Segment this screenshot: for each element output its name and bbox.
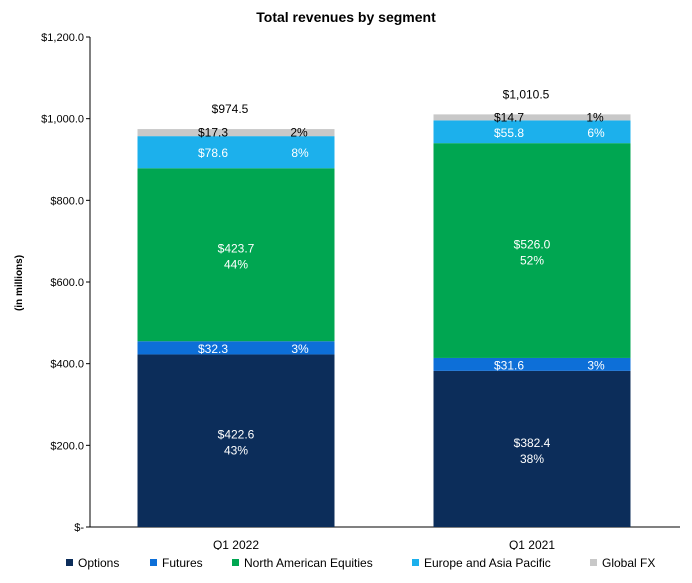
chart: Total revenues by segment (in millions) … [14, 9, 680, 550]
bar-segment [433, 357, 631, 371]
x-tick-label: Q1 2022 [213, 538, 259, 550]
legend-swatch [150, 559, 157, 566]
data-label-value: $31.6 [494, 358, 524, 372]
legend-swatch [66, 559, 73, 566]
data-label-percent: 38% [520, 452, 544, 466]
legend-item: North American Equities [232, 556, 373, 570]
data-label-value: $423.7 [218, 242, 255, 256]
data-label-total: $1,010.5 [503, 87, 550, 101]
data-label-percent: 1% [586, 110, 604, 124]
legend-label: Futures [162, 556, 203, 570]
bar-segment [137, 354, 335, 527]
legend: Options Futures North American Equities Eur… [0, 552, 692, 574]
x-tick-label: Q1 2021 [509, 538, 555, 550]
data-label-total: $974.5 [212, 102, 249, 116]
bar-segment [137, 341, 335, 355]
bar-segment [433, 143, 631, 358]
legend-item: Europe and Asia Pacific [412, 556, 551, 570]
data-label-value: $32.3 [198, 342, 228, 356]
data-label-percent: 3% [587, 358, 605, 372]
legend-swatch [590, 559, 597, 566]
y-tick-label: $800.0 [50, 195, 84, 207]
bar-segment [433, 120, 631, 144]
legend-label: Europe and Asia Pacific [424, 556, 551, 570]
y-tick-label: $200.0 [50, 440, 84, 452]
y-tick-label: $- [74, 522, 84, 534]
legend-label: Options [78, 556, 120, 570]
data-label-value: $526.0 [514, 238, 551, 252]
bar-segment [137, 136, 335, 169]
data-label-percent: 2% [290, 126, 308, 140]
y-tick-label: $400.0 [50, 359, 84, 371]
y-tick-label: $1,000.0 [41, 114, 84, 126]
data-label-percent: 3% [291, 342, 309, 356]
legend-label: North American Equities [244, 556, 373, 570]
data-label-percent: 8% [291, 146, 309, 160]
data-label-percent: 43% [224, 444, 248, 458]
data-label-value: $14.7 [494, 110, 524, 124]
bar-segment [137, 129, 335, 137]
y-tick-label: $600.0 [50, 277, 84, 289]
y-axis-label: (in millions) [14, 255, 25, 311]
legend-swatch [412, 559, 419, 566]
data-label-value: $422.6 [218, 428, 255, 442]
legend-label: Global FX [602, 556, 656, 570]
bar-segment [433, 114, 631, 121]
data-label-percent: 52% [520, 254, 544, 268]
data-label-value: $17.3 [198, 126, 228, 140]
data-label-value: $55.8 [494, 126, 524, 140]
data-label-value: $78.6 [198, 146, 228, 160]
data-label-percent: 6% [587, 126, 605, 140]
legend-item: Futures [150, 556, 203, 570]
bar-segment [433, 370, 631, 527]
data-label-percent: 44% [224, 258, 248, 272]
legend-swatch [232, 559, 239, 566]
data-label-value: $382.4 [514, 436, 551, 450]
chart-title: Total revenues by segment [256, 9, 436, 25]
legend-item: Options [66, 556, 119, 570]
bar-segment [137, 168, 335, 342]
legend-item: Global FX [590, 556, 655, 570]
y-tick-label: $1,200.0 [41, 32, 84, 44]
